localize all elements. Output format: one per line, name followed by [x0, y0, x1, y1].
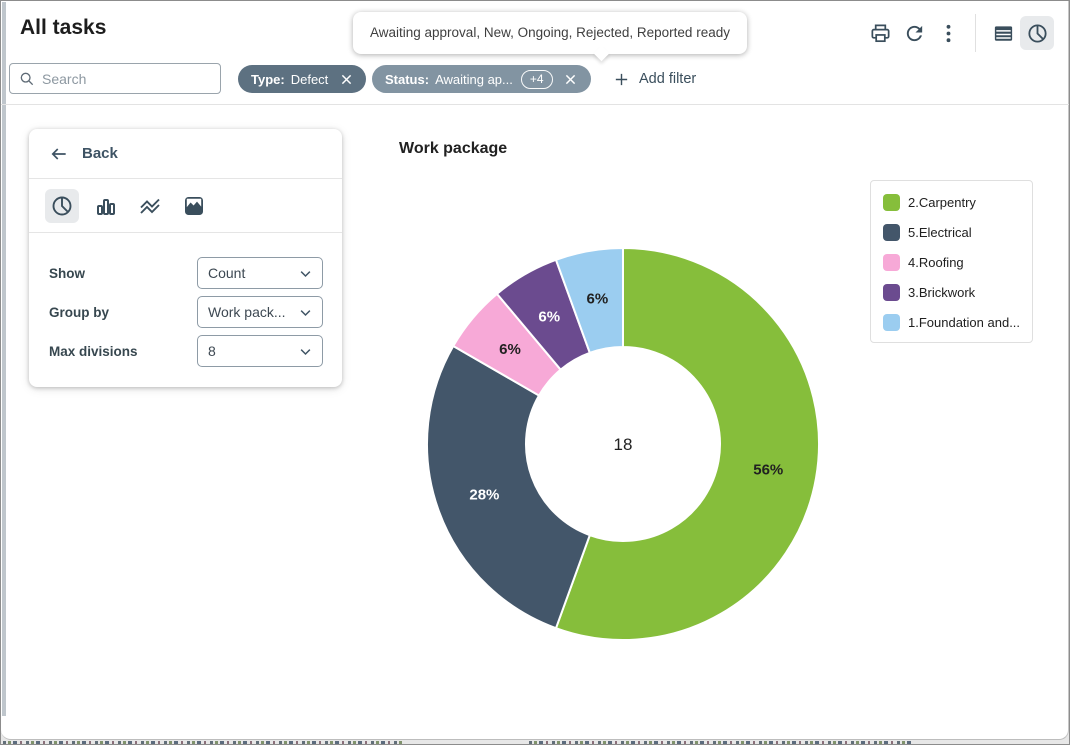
page-title: All tasks: [20, 16, 107, 39]
status-filter-tooltip: Awaiting approval, New, Ongoing, Rejecte…: [353, 12, 747, 62]
chip-field-label: Status:: [385, 71, 430, 87]
pie-chart-icon: [52, 196, 72, 215]
max-divisions-label: Max divisions: [49, 344, 138, 359]
legend-item[interactable]: 1.Foundation and...: [883, 314, 1020, 331]
plus-icon: [615, 73, 628, 85]
close-icon: [341, 74, 351, 84]
slice-percent-label: 28%: [469, 486, 499, 503]
legend-label: 3.Brickwork: [908, 285, 976, 300]
legend-swatch: [883, 224, 900, 241]
legend-label: 5.Electrical: [908, 225, 972, 240]
max-divisions-select[interactable]: 8: [197, 335, 323, 367]
filter-chip-status[interactable]: Status: Awaiting ap... +4: [372, 65, 591, 93]
back-button[interactable]: Back: [29, 129, 342, 179]
chip-close-button[interactable]: [337, 70, 355, 88]
chart-type-area-button[interactable]: [177, 189, 211, 223]
chart-settings-panel: Back: [29, 129, 342, 387]
chip-close-button[interactable]: [562, 70, 580, 88]
legend-label: 2.Carpentry: [908, 195, 976, 210]
slice-percent-label: 6%: [587, 291, 609, 308]
table-view-icon: [994, 25, 1012, 41]
add-filter-button[interactable]: Add filter: [613, 64, 696, 94]
donut-slice[interactable]: [426, 344, 592, 630]
group-by-label: Group by: [49, 305, 109, 320]
header-divider: [975, 14, 976, 52]
more-vert-icon: [946, 24, 950, 42]
search-icon: [20, 72, 34, 85]
left-edge-strip: [2, 2, 6, 716]
filter-chip-type[interactable]: Type: Defect: [238, 65, 367, 93]
header-bottom-divider: [1, 104, 1069, 105]
legend-swatch: [883, 254, 900, 271]
area-chart-icon: [185, 196, 203, 215]
legend-label: 4.Roofing: [908, 255, 964, 270]
pie-view-button[interactable]: [1020, 16, 1054, 50]
bar-chart-icon: [97, 198, 115, 215]
legend-item[interactable]: 2.Carpentry: [883, 194, 1020, 211]
refresh-icon: [906, 25, 922, 41]
legend-swatch: [883, 284, 900, 301]
table-view-button[interactable]: [986, 18, 1020, 48]
legend-item[interactable]: 5.Electrical: [883, 224, 1020, 241]
arrow-left-icon: [51, 147, 66, 160]
legend-item[interactable]: 3.Brickwork: [883, 284, 1020, 301]
group-by-select[interactable]: Work pack...: [197, 296, 323, 328]
more-menu-button[interactable]: [931, 18, 965, 48]
chart-title: Work package: [399, 140, 508, 157]
chart-legend: 2.Carpentry 5.Electrical 4.Roofing 3.Brickw…: [870, 180, 1033, 343]
donut-center-total: 18: [614, 435, 633, 454]
pie-view-icon: [1027, 23, 1047, 43]
donut-slice[interactable]: [554, 246, 820, 641]
legend-swatch: [883, 314, 900, 331]
header-actions: [863, 14, 1054, 52]
slice-percent-label: 6%: [499, 341, 521, 358]
chip-more-count-badge[interactable]: +4: [520, 69, 553, 89]
chevron-down-icon: [300, 348, 311, 355]
legend-swatch: [883, 194, 900, 211]
add-filter-label: Add filter: [639, 71, 697, 87]
chevron-down-icon: [300, 309, 311, 316]
show-select[interactable]: Count: [197, 257, 323, 289]
cutoff-text-row: [3, 741, 403, 744]
back-label: Back: [82, 145, 118, 162]
search-box[interactable]: [9, 63, 221, 94]
chart-type-switcher: [29, 179, 342, 233]
max-divisions-select-value: 8: [208, 343, 216, 359]
slice-percent-label: 56%: [753, 462, 783, 479]
chip-value: Awaiting ap...: [435, 71, 513, 87]
slice-percent-label: 6%: [538, 308, 560, 325]
group-by-select-value: Work pack...: [208, 304, 286, 320]
chart-type-line-button[interactable]: [133, 189, 167, 223]
tooltip-text: Awaiting approval, New, Ongoing, Rejecte…: [370, 25, 730, 40]
legend-label: 1.Foundation and...: [908, 315, 1020, 330]
print-button[interactable]: [863, 18, 897, 48]
legend-item[interactable]: 4.Roofing: [883, 254, 1020, 271]
chart-type-pie-button[interactable]: [45, 188, 79, 223]
donut-chart: 56% 28% 6% 6% 6% 18: [426, 246, 820, 641]
print-icon: [870, 23, 890, 42]
chip-value: Defect: [290, 71, 329, 87]
chevron-down-icon: [300, 270, 311, 277]
search-input[interactable]: [42, 70, 211, 87]
close-icon: [565, 74, 576, 84]
show-select-value: Count: [208, 265, 246, 281]
donut-slice[interactable]: [554, 246, 624, 355]
chip-field-label: Type:: [251, 71, 285, 87]
show-label: Show: [49, 266, 85, 281]
cutoff-text-row: [529, 741, 914, 744]
donut-chart-wrap: 56% 28% 6% 6% 6% 18: [403, 224, 843, 664]
refresh-button[interactable]: [897, 18, 931, 48]
line-chart-icon: [140, 198, 160, 214]
chart-type-bar-button[interactable]: [89, 189, 123, 223]
